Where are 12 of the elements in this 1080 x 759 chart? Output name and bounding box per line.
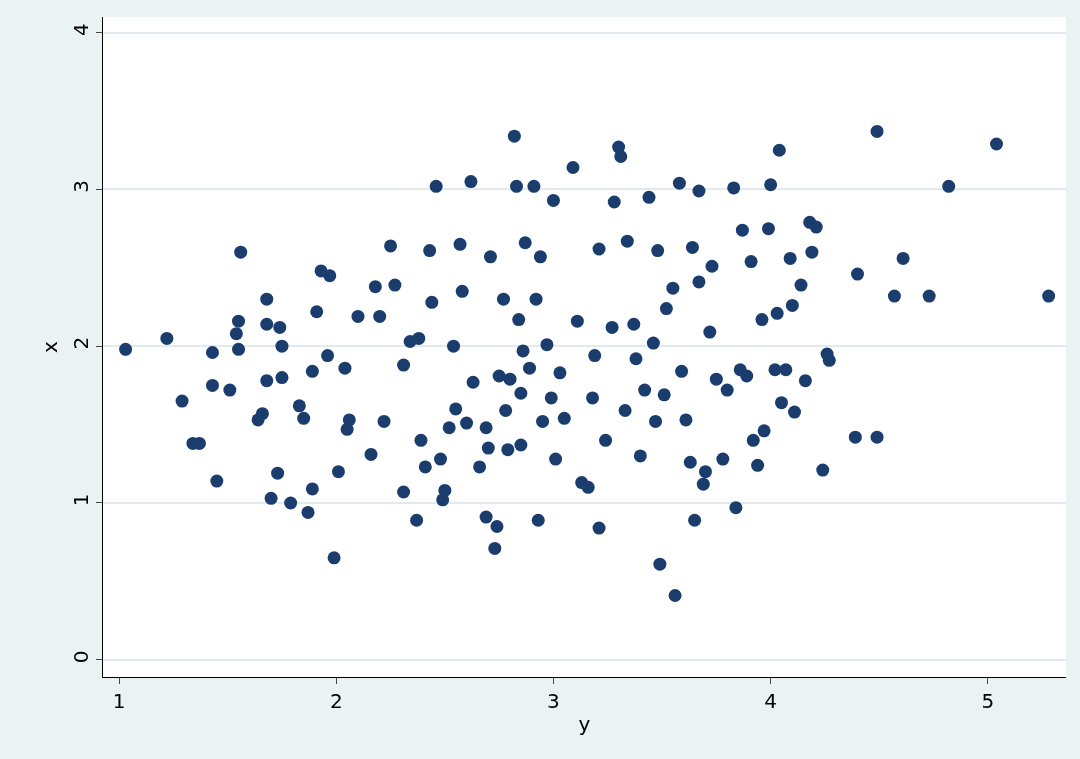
x-tick-label: 4 [764, 689, 777, 713]
x-tick-label: 1 [112, 689, 126, 713]
y-tick-label: 1 [69, 493, 93, 507]
y-tick-label: 4 [69, 23, 93, 37]
y-axis-title: x [37, 340, 62, 353]
x-tick-label: 5 [981, 689, 995, 713]
x-tick-label: 3 [547, 689, 560, 713]
y-tick-label: 2 [69, 336, 93, 350]
x-tick-label: 2 [329, 689, 343, 713]
y-tick-label: 0 [69, 650, 93, 664]
x-axis-title: y [578, 711, 591, 736]
y-tick-label: 3 [69, 180, 93, 193]
